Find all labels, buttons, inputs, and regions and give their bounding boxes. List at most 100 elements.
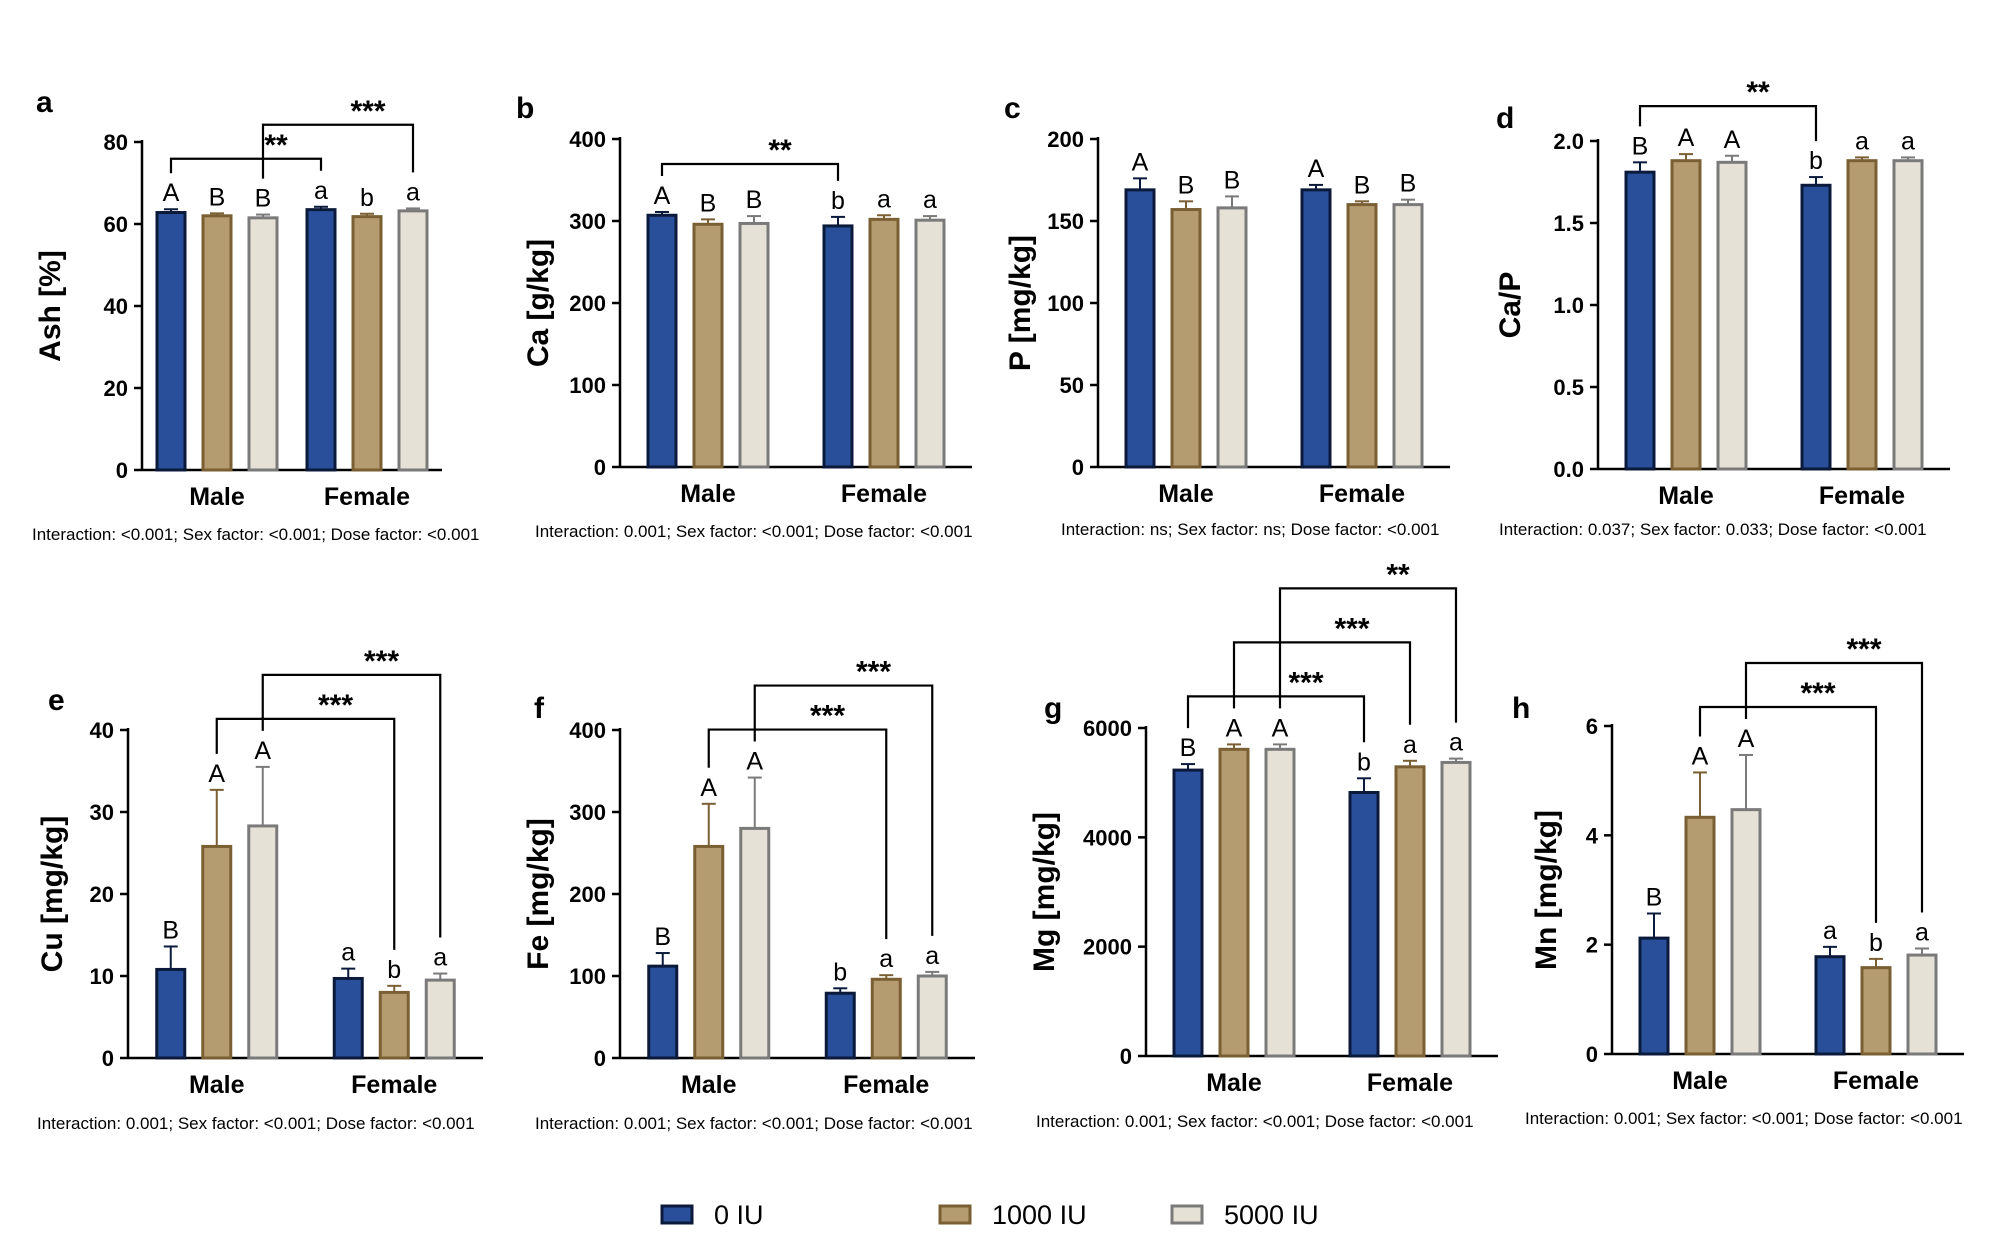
anova-stats-text: Interaction: 0.001; Sex factor: <0.001; …	[1036, 1112, 1474, 1131]
bar-0-iu	[305, 208, 337, 472]
y-tick-label: 400	[569, 718, 606, 743]
significance-letter: A	[1724, 126, 1741, 154]
y-tick-label: 1.0	[1553, 293, 1584, 318]
comparison-bracket	[753, 684, 934, 936]
x-category-label: Male	[189, 483, 245, 511]
y-tick-label: 0.5	[1553, 375, 1584, 400]
significance-letter: A	[208, 760, 225, 788]
y-tick-label: 1.5	[1553, 211, 1584, 236]
significance-letter: a	[1855, 127, 1869, 155]
y-tick-label: 200	[1047, 127, 1084, 152]
legend-item: 1000 IU	[938, 1200, 1087, 1230]
x-category-label: Female	[841, 480, 927, 508]
significance-letter: a	[1449, 729, 1463, 757]
bar-0-iu	[1124, 188, 1156, 469]
y-tick-label: 0	[1586, 1042, 1598, 1067]
y-axis-label: Ash [%]	[34, 250, 67, 362]
comparison-bracket	[1278, 587, 1458, 723]
bar-1000-iu	[870, 977, 902, 1060]
significance-letter: b	[387, 956, 401, 984]
anova-stats-text: Interaction: 0.037; Sex factor: 0.033; D…	[1499, 520, 1927, 539]
significance-letter: B	[162, 916, 179, 944]
bar-5000-iu	[1892, 159, 1924, 471]
anova-stats-text: Interaction: 0.001; Sex factor: <0.001; …	[535, 522, 973, 541]
bar-1000-iu	[201, 214, 233, 472]
y-tick-label: 200	[569, 882, 606, 907]
y-tick-label: 0	[102, 1046, 114, 1071]
significance-letter: a	[877, 185, 891, 213]
y-tick-label: 0	[1072, 455, 1084, 480]
significance-letter: A	[1132, 148, 1149, 176]
y-tick-label: 2	[1586, 933, 1598, 958]
panel-g: g Mg [mg/kg] 0 2000 4000 6000 Male B A A Female b a a…	[1028, 558, 1498, 1131]
significance-stars: **	[768, 134, 792, 167]
significance-letter: a	[923, 186, 937, 214]
significance-stars: ***	[1288, 666, 1323, 699]
bar-1000-iu	[1860, 966, 1892, 1056]
significance-letter: B	[1632, 132, 1649, 160]
y-axis-label: Mg [mg/kg]	[1028, 812, 1061, 972]
bar-0-iu	[155, 211, 187, 472]
panel-letter: h	[1512, 692, 1530, 725]
significance-letter: B	[1354, 171, 1371, 199]
legend-label: 1000 IU	[992, 1200, 1087, 1230]
panel-d: d Ca/P 0.0 0.5 1.0 1.5 2.0 Male B A A Female b a a ** In…	[1494, 76, 1950, 539]
bar-1000-iu	[1346, 203, 1378, 469]
y-axis-label: P [mg/kg]	[1004, 235, 1037, 371]
comparison-bracket	[169, 157, 323, 174]
bar-5000-iu	[397, 209, 429, 472]
y-tick-label: 40	[104, 294, 128, 319]
y-axis-label: Fe [mg/kg]	[522, 818, 555, 970]
significance-letter: a	[433, 944, 447, 972]
significance-letter: A	[746, 748, 763, 776]
panel-letter: d	[1496, 102, 1514, 135]
significance-stars: ***	[1334, 612, 1369, 645]
panel-letter: f	[534, 692, 545, 725]
significance-letter: b	[831, 187, 845, 215]
significance-stars: **	[264, 129, 288, 162]
legend-label: 5000 IU	[1224, 1200, 1319, 1230]
y-tick-label: 300	[569, 800, 606, 825]
comparison-bracket	[261, 123, 415, 179]
significance-letter: a	[406, 178, 420, 206]
panel-letter: a	[36, 86, 53, 119]
bar-1000-iu	[1670, 159, 1702, 471]
y-tick-label: 200	[569, 291, 606, 316]
legend-swatch	[938, 1204, 972, 1225]
bar-5000-iu	[1216, 206, 1248, 469]
comparison-bracket	[1744, 661, 1924, 913]
significance-letter: A	[1678, 124, 1695, 152]
significance-letter: b	[360, 184, 374, 212]
significance-letter: A	[163, 179, 180, 207]
legend-item: 0 IU	[660, 1200, 764, 1230]
x-category-label: Female	[1319, 480, 1405, 508]
significance-letter: B	[1400, 170, 1417, 198]
y-tick-label: 6	[1586, 714, 1598, 739]
bar-0-iu	[332, 976, 364, 1060]
anova-stats-text: Interaction: 0.001; Sex factor: <0.001; …	[37, 1114, 475, 1133]
bar-5000-iu	[739, 826, 771, 1060]
panel-letter: e	[48, 684, 65, 717]
y-tick-label: 300	[569, 209, 606, 234]
y-tick-label: 0	[594, 1046, 606, 1071]
significance-stars: ***	[350, 95, 385, 128]
bar-5000-iu	[424, 978, 456, 1060]
significance-letter: b	[1809, 147, 1823, 175]
bar-1000-iu	[378, 990, 410, 1060]
significance-letter: B	[1646, 884, 1663, 912]
y-tick-label: 50	[1060, 373, 1084, 398]
bar-0-iu	[1624, 170, 1656, 471]
anova-stats-text: Interaction: 0.001; Sex factor: <0.001; …	[535, 1114, 973, 1133]
significance-letter: A	[1308, 155, 1325, 183]
bar-0-iu	[1800, 183, 1832, 471]
bar-1000-iu	[868, 217, 900, 469]
significance-letter: a	[314, 177, 328, 205]
y-tick-label: 100	[1047, 291, 1084, 316]
y-axis-label: Cu [mg/kg]	[36, 816, 69, 973]
significance-letter: B	[654, 923, 671, 951]
x-category-label: Male	[189, 1071, 245, 1099]
y-tick-label: 6000	[1083, 716, 1132, 741]
bar-0-iu	[647, 964, 679, 1060]
significance-letter: A	[654, 182, 671, 210]
y-tick-label: 0.0	[1553, 457, 1584, 482]
